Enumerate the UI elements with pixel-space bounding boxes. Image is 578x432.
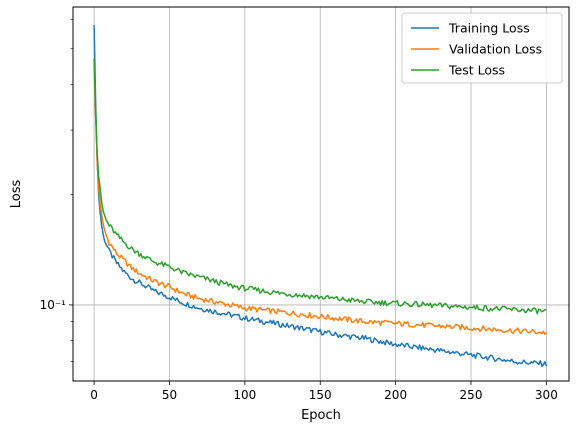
x-tick-label: 300 bbox=[535, 388, 558, 402]
series-line-test-loss bbox=[93, 58, 547, 315]
plot-area-frame bbox=[72, 6, 570, 382]
series-line-training-loss bbox=[93, 25, 548, 368]
legend-label-validation-loss: Validation Loss bbox=[449, 42, 542, 57]
y-tick-label: 10⁻¹ bbox=[40, 298, 67, 312]
x-tick-label: 250 bbox=[460, 388, 483, 402]
x-tick-label: 100 bbox=[233, 388, 256, 402]
x-tick-label: 200 bbox=[384, 388, 407, 402]
x-tick-label: 0 bbox=[90, 388, 98, 402]
x-tick-label: 150 bbox=[309, 388, 332, 402]
legend-label-training-loss: Training Loss bbox=[448, 21, 530, 36]
legend-box bbox=[401, 12, 563, 84]
y-axis-label: Loss bbox=[9, 180, 24, 209]
legend: Training Loss Validation Loss Test Loss bbox=[401, 12, 563, 84]
x-tick-label: 50 bbox=[162, 388, 177, 402]
x-axis-label: Epoch bbox=[301, 408, 341, 423]
series-lines bbox=[93, 25, 548, 368]
legend-label-test-loss: Test Loss bbox=[448, 63, 505, 78]
series-line-validation-loss bbox=[93, 62, 547, 335]
axis-ticks: 0 50 100 150 200 250 300 10⁻¹ bbox=[40, 19, 558, 402]
